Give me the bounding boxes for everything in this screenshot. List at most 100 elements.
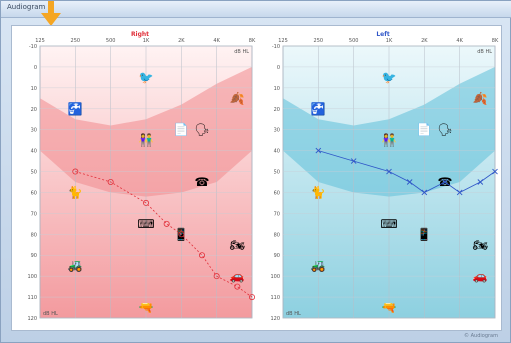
mobile-phone-icon: 📱 — [417, 227, 432, 241]
x-tick-label: 8K — [492, 38, 499, 44]
threshold-point[interactable] — [442, 179, 448, 185]
gun-icon: 🔫 — [382, 301, 397, 315]
y-tick-label: 0 — [34, 65, 37, 71]
threshold-point[interactable] — [350, 158, 357, 164]
y-tick-label: 20 — [274, 107, 280, 113]
y-tick-label: 10 — [274, 86, 280, 92]
y-tick-label: 80 — [31, 232, 37, 238]
lawnmower-icon: 🚜 — [311, 259, 326, 273]
threshold-point[interactable] — [456, 189, 463, 196]
y-tick-label: 0 — [277, 65, 280, 71]
faucet-icon: 🚰 — [68, 102, 83, 116]
y-tick-label: 50 — [31, 170, 37, 176]
children-talking-icon: 👫 — [382, 133, 397, 147]
threshold-point[interactable] — [213, 273, 220, 280]
y-tick-label: 60 — [274, 190, 280, 196]
threshold-point[interactable] — [72, 168, 79, 175]
phone-icon: ☎ — [195, 175, 210, 189]
x-tick-label: 125 — [278, 38, 288, 44]
y-tick-label: 70 — [31, 211, 37, 217]
x-tick-label: 1K — [386, 38, 393, 44]
car-icon: 🚗 — [230, 269, 245, 283]
status-bar: © Audiogram — [11, 332, 502, 342]
y-tick-label: 100 — [27, 274, 37, 280]
unit-label: dB HL — [234, 49, 249, 55]
paper-icon: 📄 — [417, 123, 432, 137]
motorcycle-icon: 🏍 — [473, 238, 488, 252]
y-tick-label: 40 — [274, 149, 280, 155]
leaves-icon: 🍂 — [473, 91, 488, 105]
title-bar[interactable]: Audiogram — [1, 1, 511, 18]
threshold-point[interactable] — [199, 252, 206, 259]
threshold-line — [75, 171, 253, 298]
x-tick-label: 250 — [314, 38, 324, 44]
leaves-icon: 🍂 — [230, 91, 245, 105]
x-tick-label: 2K — [421, 38, 428, 44]
faucet-icon: 🚰 — [311, 102, 326, 116]
y-tick-label: 50 — [274, 170, 280, 176]
y-tick-label: 90 — [31, 253, 37, 259]
threshold-point[interactable] — [386, 168, 392, 175]
birds-icon: 🐦 — [139, 70, 154, 84]
speech-icon: 🗣 — [437, 123, 452, 137]
y-tick-label: -10 — [29, 44, 37, 50]
threshold-point[interactable] — [406, 179, 413, 185]
x-tick-label: 2K — [178, 38, 185, 44]
corner-label: dB HL — [43, 311, 58, 317]
audiogram-left-ear[interactable]: Left 125 250 500 1K 2K 4K 8K -10 0 10 20 30 40 50 60 70… — [263, 31, 503, 326]
audiogram-chart[interactable]: 125 250 500 1K 2K 4K 8K -10 0 10 20 30 40 50 60 70 80 90 1… — [20, 32, 260, 326]
y-tick-label: 40 — [31, 149, 37, 155]
panel-title: Left — [376, 31, 390, 38]
y-tick-label: 120 — [27, 316, 37, 322]
threshold-point[interactable] — [143, 199, 150, 206]
typewriter-icon: ⌨ — [137, 217, 154, 231]
status-text: © Audiogram — [464, 333, 498, 339]
y-tick-label: 110 — [27, 295, 37, 301]
threshold-point[interactable] — [477, 179, 484, 185]
threshold-point[interactable] — [234, 283, 241, 290]
cat-icon: 🐈 — [311, 185, 326, 199]
unit-label: dB HL — [477, 49, 492, 55]
threshold-point[interactable] — [178, 231, 185, 238]
y-tick-label: 30 — [274, 128, 280, 134]
y-tick-label: 120 — [270, 316, 280, 322]
arrow-down-icon — [41, 1, 61, 26]
y-tick-label: 80 — [274, 232, 280, 238]
y-tick-label: 20 — [31, 107, 37, 113]
gun-icon: 🔫 — [139, 301, 154, 315]
threshold-point[interactable] — [492, 168, 498, 175]
audiogram-chart[interactable]: 125 250 500 1K 2K 4K 8K -10 0 10 20 30 40 50 60 70 80 90 1… — [263, 32, 503, 326]
audiogram-workspace: Right 125 250 500 1K 2K 4K 8K -10 0 10 20 30 40 50 60 7… — [11, 25, 502, 331]
typewriter-icon: ⌨ — [380, 217, 397, 231]
x-tick-label: 500 — [106, 38, 116, 44]
y-tick-label: 10 — [31, 86, 37, 92]
x-tick-label: 500 — [349, 38, 359, 44]
threshold-point[interactable] — [248, 294, 255, 301]
birds-icon: 🐦 — [382, 70, 397, 84]
x-tick-label: 1K — [143, 38, 150, 44]
threshold-point[interactable] — [107, 178, 114, 185]
y-tick-label: 70 — [274, 211, 280, 217]
threshold-point[interactable] — [421, 189, 428, 196]
corner-label: dB HL — [286, 311, 301, 317]
y-tick-label: -10 — [272, 44, 280, 50]
y-tick-label: 110 — [270, 295, 280, 301]
x-tick-label: 4K — [213, 38, 220, 44]
y-tick-label: 100 — [270, 274, 280, 280]
y-tick-label: 90 — [274, 253, 280, 259]
panel-title: Right — [130, 31, 150, 38]
motorcycle-icon: 🏍 — [230, 238, 245, 252]
lawnmower-icon: 🚜 — [68, 259, 83, 273]
speech-icon: 🗣 — [194, 123, 209, 137]
cat-icon: 🐈 — [68, 185, 83, 199]
x-tick-label: 4K — [456, 38, 463, 44]
x-tick-label: 125 — [35, 38, 45, 44]
x-tick-label: 8K — [249, 38, 256, 44]
audiogram-right-ear[interactable]: Right 125 250 500 1K 2K 4K 8K -10 0 10 20 30 40 50 60 7… — [20, 31, 260, 326]
y-tick-label: 30 — [31, 128, 37, 134]
x-tick-label: 250 — [71, 38, 81, 44]
y-tick-label: 60 — [31, 190, 37, 196]
threshold-point[interactable] — [163, 220, 170, 227]
threshold-point[interactable] — [315, 147, 322, 154]
